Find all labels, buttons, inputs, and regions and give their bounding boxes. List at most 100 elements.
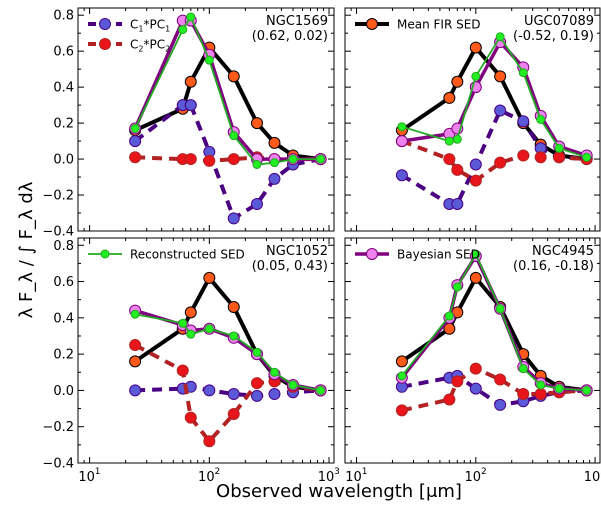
data-point-reconstructed-sed — [444, 311, 454, 321]
data-point-mean-fir-sed — [451, 75, 464, 88]
galaxy-name: NGC1569 — [266, 14, 328, 29]
data-point-c2-pc2 — [494, 373, 507, 386]
data-point-c2-pc2 — [534, 151, 547, 164]
y-tick-label: 0.6 — [53, 275, 74, 290]
x-tick-label: 10 — [584, 470, 601, 485]
galaxy-name: NGC1052 — [266, 244, 328, 259]
data-point-mean-fir-sed — [469, 271, 482, 284]
galaxy-name: NGC4945 — [532, 244, 594, 259]
y-tick-label: 0.6 — [53, 45, 74, 60]
y-tick-label: 0.0 — [53, 384, 74, 399]
y-tick-label: −0.4 — [42, 457, 74, 472]
data-point-mean-fir-sed — [443, 91, 456, 104]
legend: Mean FIR SED — [355, 18, 481, 32]
data-point-reconstructed-sed — [229, 131, 239, 141]
data-point-c1-pc1 — [227, 212, 240, 225]
series-line-c2-pc2 — [134, 343, 321, 444]
data-point-c1-pc1 — [451, 198, 464, 211]
data-point-c1-pc1 — [469, 158, 482, 171]
data-point-reconstructed-sed — [316, 385, 326, 395]
legend-marker — [366, 18, 378, 30]
data-point-reconstructed-sed — [536, 115, 546, 124]
legend-marker — [366, 248, 378, 260]
data-point-reconstructed-sed — [288, 154, 298, 164]
series-line-bayesian-sed — [401, 40, 588, 158]
data-point-reconstructed-sed — [495, 304, 505, 314]
data-point-c1-pc1 — [129, 384, 142, 397]
legend-marker — [99, 38, 111, 50]
legend-label: Bayesian SED — [397, 248, 480, 262]
data-point-c1-pc1 — [494, 104, 507, 117]
data-point-mean-fir-sed — [184, 75, 197, 88]
data-point-reconstructed-sed — [518, 68, 528, 78]
data-point-reconstructed-sed — [495, 32, 505, 42]
legend: Bayesian SED — [355, 248, 480, 262]
legend-label: Mean FIR SED — [397, 18, 481, 32]
data-point-mean-fir-sed — [494, 70, 507, 83]
data-point-c1-pc1 — [227, 388, 240, 401]
y-tick-label: −0.2 — [42, 189, 74, 204]
data-point-reconstructed-sed — [471, 71, 481, 81]
y-axis-label: λ F_λ / ∫ F_λ dλ — [16, 181, 37, 318]
x-tick-exponent: 1 — [95, 467, 101, 477]
data-point-c1-pc1 — [517, 115, 530, 128]
series-line-reconstructed-sed — [134, 313, 321, 392]
data-point-c2-pc2 — [451, 163, 464, 176]
data-point-reconstructed-sed — [178, 25, 188, 35]
data-point-c1-pc1 — [395, 169, 408, 182]
legend: C1*PC1 C2*PC2 — [88, 18, 170, 54]
data-point-c2-pc2 — [517, 388, 530, 401]
data-point-c2-pc2 — [443, 393, 456, 406]
galaxy-name: UGC07089 — [524, 14, 594, 29]
data-point-mean-fir-sed — [395, 355, 408, 368]
data-point-reconstructed-sed — [536, 380, 546, 390]
galaxy-coords: (0.16, -0.18) — [513, 259, 594, 274]
x-tick-label: 10 — [78, 470, 95, 485]
legend-label: C2*PC2 — [130, 38, 170, 54]
series-line-bayesian-sed — [134, 308, 321, 393]
y-tick-label: 0.0 — [53, 153, 74, 168]
data-point-mean-fir-sed — [129, 355, 142, 368]
data-point-mean-fir-sed — [184, 306, 197, 319]
x-tick-exponent: 2 — [481, 467, 487, 477]
y-tick-label: 0.8 — [53, 9, 74, 24]
data-point-c1-pc1 — [268, 388, 281, 401]
legend: Reconstructed SED — [88, 248, 245, 262]
data-point-reconstructed-sed — [252, 347, 262, 357]
data-point-reconstructed-sed — [186, 329, 196, 339]
data-point-c2-pc2 — [184, 411, 197, 424]
plot-frame — [77, 237, 335, 464]
galaxy-coords: (0.62, 0.02) — [252, 29, 328, 44]
data-point-reconstructed-sed — [204, 324, 214, 334]
data-point-c2-pc2 — [227, 408, 240, 421]
series-line-c2-pc2 — [401, 366, 587, 413]
y-tick-label: 0.2 — [53, 348, 74, 363]
x-axis-label: Observed wavelength [μm] — [216, 481, 462, 502]
data-point-c1-pc1 — [494, 398, 507, 411]
panel-ngc4945: 101102103NGC4945(0.16, -0.18)Bayesian SE… — [344, 237, 601, 485]
data-point-reconstructed-sed — [554, 143, 564, 153]
data-point-reconstructed-sed — [518, 364, 528, 374]
data-point-c2-pc2 — [129, 339, 142, 352]
data-point-reconstructed-sed — [582, 152, 592, 162]
data-point-c1-pc1 — [250, 389, 263, 402]
data-point-c2-pc2 — [553, 151, 566, 164]
panels: −0.4 −0.2 0.0 0.2 0.4 0.6 0.8 NGC1569(0.62, 0.0… — [42, 7, 601, 485]
x-tick-label: 10 — [465, 470, 482, 485]
data-point-c1-pc1 — [184, 99, 197, 112]
y-tick-label: 0.4 — [53, 81, 74, 96]
galaxy-coords: (-0.52, 0.19) — [513, 29, 594, 44]
panel-ngc1569: −0.4 −0.2 0.0 0.2 0.4 0.6 0.8 NGC1569(0.62, 0.0… — [42, 7, 335, 240]
data-point-mean-fir-sed — [250, 117, 263, 130]
data-point-c2-pc2 — [395, 404, 408, 417]
data-point-mean-fir-sed — [227, 70, 240, 83]
data-point-c2-pc2 — [250, 377, 263, 390]
data-point-c2-pc2 — [451, 375, 464, 388]
data-point-reconstructed-sed — [397, 122, 407, 132]
data-point-c1-pc1 — [250, 198, 263, 211]
data-point-mean-fir-sed — [268, 136, 281, 149]
data-point-c1-pc1 — [203, 384, 216, 397]
plot-frame — [77, 7, 335, 232]
series-line-bayesian-sed — [400, 254, 587, 393]
